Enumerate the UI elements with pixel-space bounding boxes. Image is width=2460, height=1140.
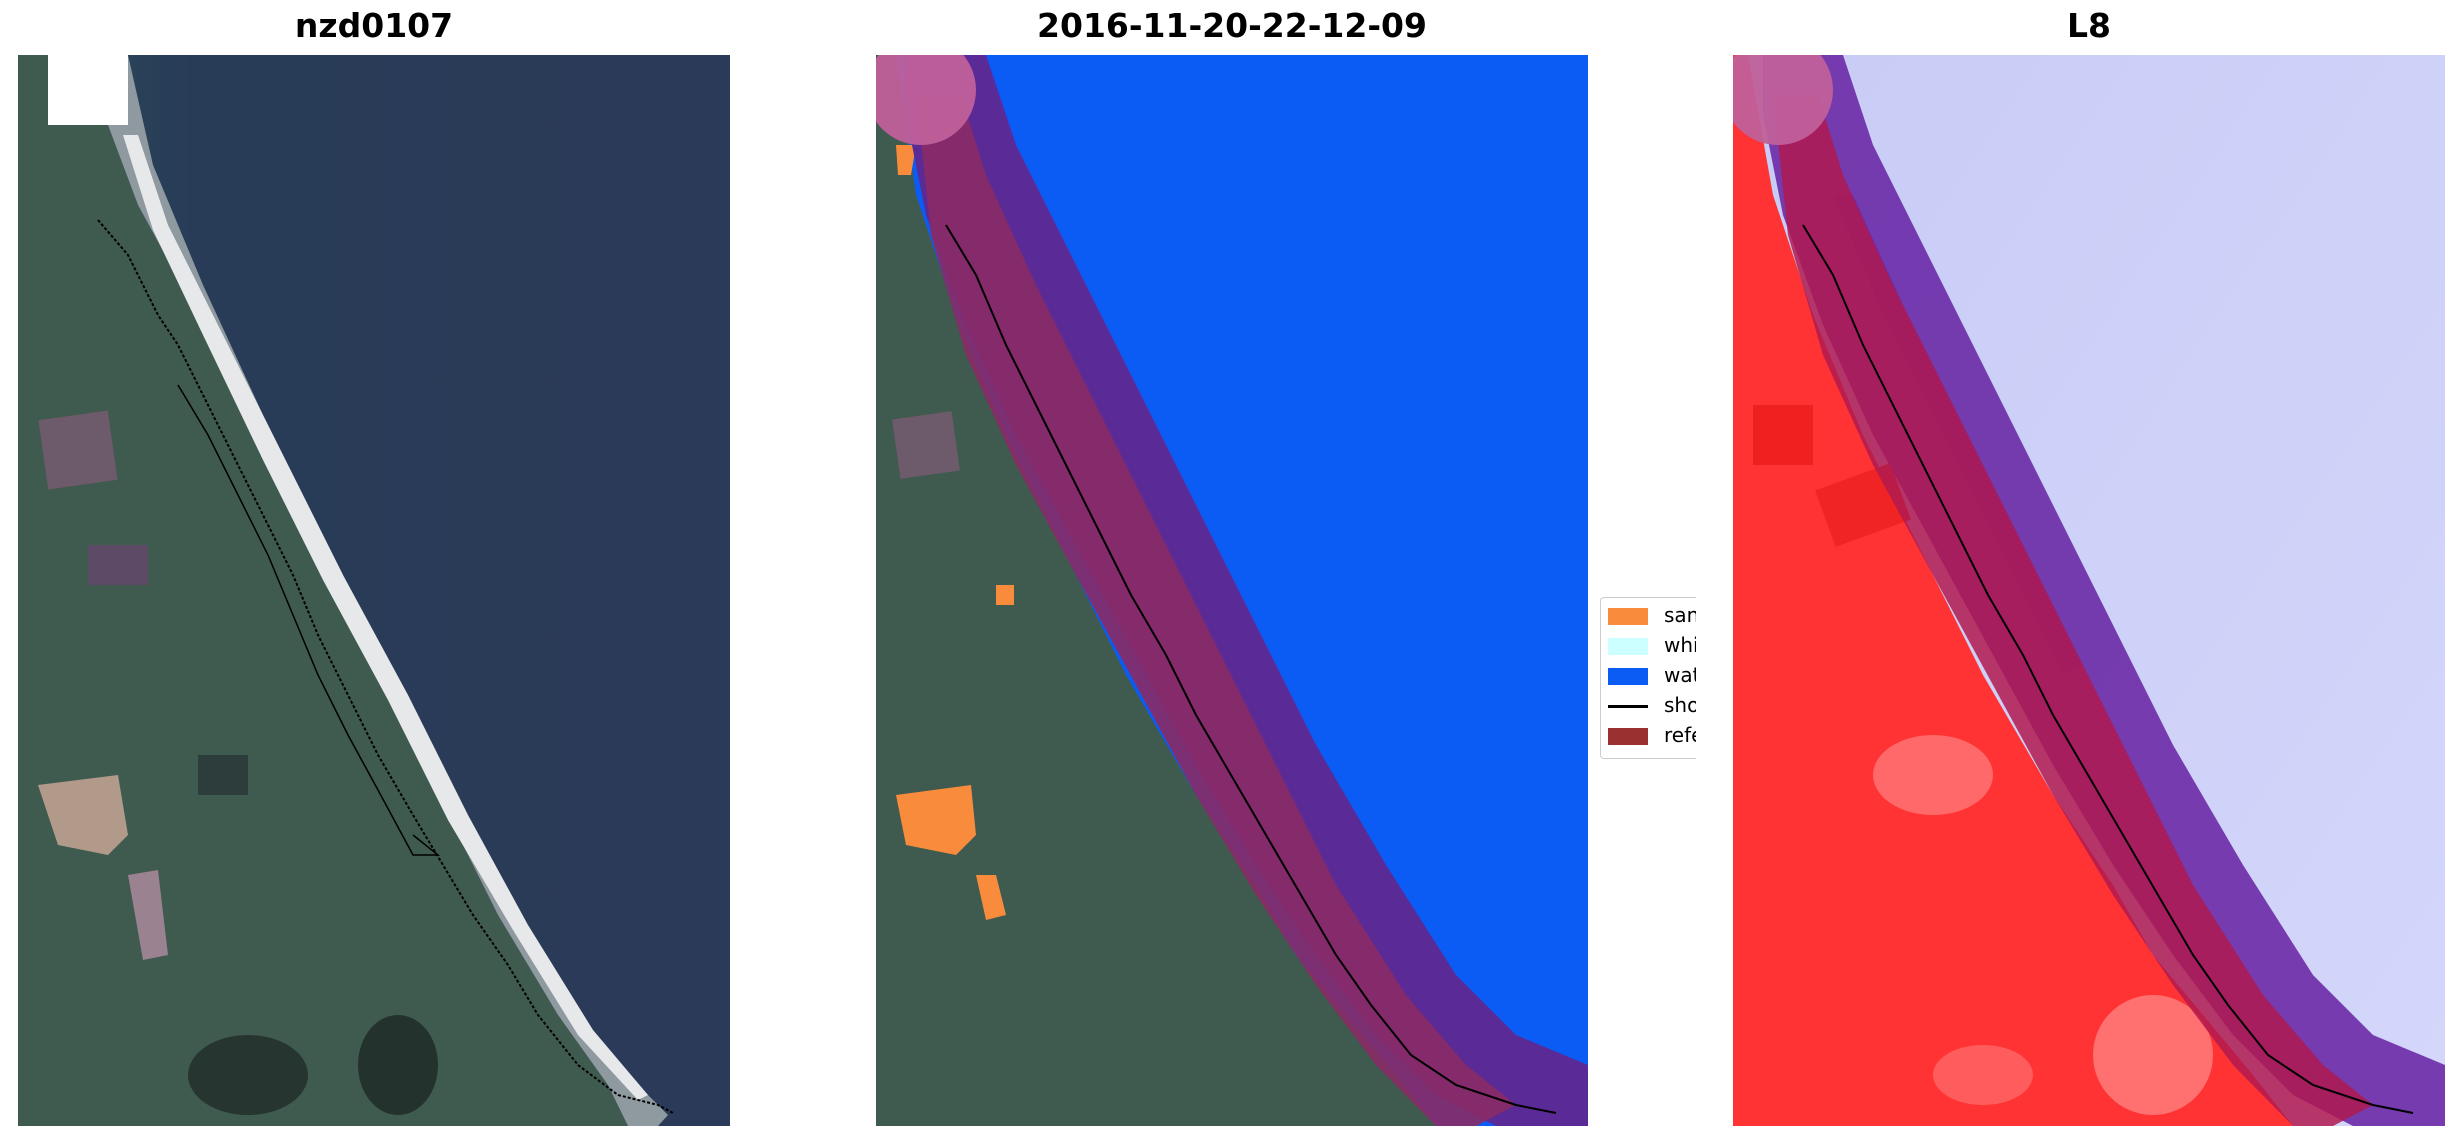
index-image xyxy=(1733,55,2445,1126)
legend-item-reference-buffer: reference shoreline buffer xyxy=(1606,723,1696,749)
index-panel xyxy=(1733,55,2445,1126)
classification-image xyxy=(876,55,1588,1126)
panel-title-index: L8 xyxy=(2067,6,2111,45)
panel-title-classification: 2016-11-20-22-12-09 xyxy=(1037,6,1427,45)
classification-panel xyxy=(876,55,1588,1126)
legend-item-shoreline: shoreline xyxy=(1606,693,1696,719)
legend: sand whitewater water shoreline referenc… xyxy=(1600,597,1696,759)
legend-label-water: water xyxy=(1664,663,1696,687)
legend-swatch-whitewater xyxy=(1608,638,1648,655)
legend-swatch-sand xyxy=(1608,608,1648,625)
legend-line-shoreline xyxy=(1608,705,1648,708)
legend-label-sand: sand xyxy=(1664,603,1696,627)
legend-label-reference-buffer: reference shoreline buffer xyxy=(1664,723,1696,747)
legend-label-whitewater: whitewater xyxy=(1664,633,1696,657)
legend-swatch-water xyxy=(1608,668,1648,685)
legend-swatch-reference-buffer xyxy=(1608,728,1648,745)
legend-item-water: water xyxy=(1606,663,1696,689)
panel-title-rgb: nzd0107 xyxy=(294,6,454,45)
legend-item-sand: sand xyxy=(1606,603,1696,629)
rgb-image-panel xyxy=(18,55,730,1126)
legend-item-whitewater: whitewater xyxy=(1606,633,1696,659)
rgb-satellite-image xyxy=(18,55,730,1126)
legend-label-shoreline: shoreline xyxy=(1664,693,1696,717)
